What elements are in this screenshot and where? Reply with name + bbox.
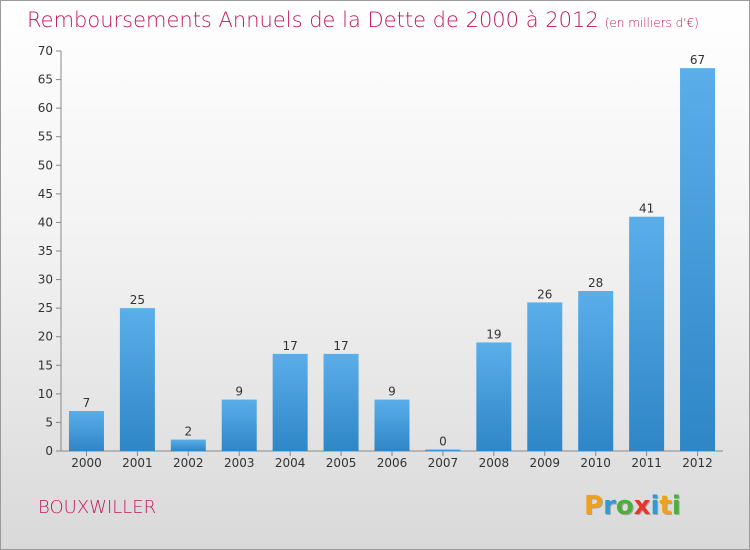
bar xyxy=(119,308,155,451)
data-label: 25 xyxy=(130,293,145,307)
bar xyxy=(629,216,665,451)
bar xyxy=(527,302,563,451)
bar xyxy=(680,68,716,452)
data-label: 67 xyxy=(690,53,705,67)
y-tick-label: 35 xyxy=(38,244,53,258)
x-tick-label: 2001 xyxy=(122,456,153,470)
x-tick-label: 2011 xyxy=(631,456,662,470)
data-label: 9 xyxy=(235,385,243,399)
x-tick-label: 2004 xyxy=(275,456,306,470)
bar xyxy=(578,291,614,451)
bar xyxy=(170,439,206,451)
x-tick-label: 2010 xyxy=(580,456,611,470)
logo-letter: o xyxy=(615,491,634,521)
data-label: 26 xyxy=(537,287,552,301)
data-label: 28 xyxy=(588,276,603,290)
y-tick-label: 55 xyxy=(38,130,53,144)
y-tick-label: 40 xyxy=(38,215,53,229)
x-tick-label: 2008 xyxy=(479,456,510,470)
brand-logo: Proxiti xyxy=(584,491,681,521)
y-tick-label: 45 xyxy=(38,187,53,201)
x-tick-label: 2000 xyxy=(71,456,102,470)
y-tick-label: 5 xyxy=(45,415,53,429)
data-label: 7 xyxy=(83,396,91,410)
data-label: 9 xyxy=(388,385,396,399)
x-tick-label: 2005 xyxy=(326,456,357,470)
x-tick-label: 2003 xyxy=(224,456,255,470)
logo-letter: P xyxy=(584,491,604,521)
x-tick-label: 2007 xyxy=(428,456,459,470)
bar xyxy=(476,342,512,451)
data-label: 17 xyxy=(283,339,298,353)
x-tick-label: 2002 xyxy=(173,456,204,470)
x-tick-label: 2012 xyxy=(682,456,713,470)
bars: 7 25 2 9 17 17 9 0 19 26 28 41 67 xyxy=(68,53,716,452)
bar xyxy=(425,449,461,451)
logo-letter: i xyxy=(671,491,681,521)
y-tick-label: 65 xyxy=(38,73,53,87)
bar xyxy=(272,353,308,451)
bar xyxy=(221,399,257,451)
y-tick-label: 50 xyxy=(38,158,53,172)
data-label: 19 xyxy=(486,327,501,341)
data-label: 17 xyxy=(333,339,348,353)
bar xyxy=(374,399,410,451)
y-tick-label: 20 xyxy=(38,330,53,344)
x-tick-label: 2009 xyxy=(529,456,560,470)
data-label: 0 xyxy=(439,435,447,449)
chart-subtitle: (en milliers d'€) xyxy=(604,16,699,30)
logo-letter: t xyxy=(659,491,672,521)
y-tick-label: 10 xyxy=(38,387,53,401)
bar xyxy=(323,353,359,451)
chart-title: Remboursements Annuels de la Dette de 20… xyxy=(27,8,699,32)
logo-letter: x xyxy=(633,491,651,521)
logo-letter: i xyxy=(650,491,660,521)
y-tick-label: 30 xyxy=(38,273,53,287)
x-tick-label: 2006 xyxy=(377,456,408,470)
y-tick-label: 15 xyxy=(38,358,53,372)
data-label: 2 xyxy=(184,425,192,439)
y-tick-label: 25 xyxy=(38,301,53,315)
logo-letter: r xyxy=(603,491,616,521)
y-tick-label: 70 xyxy=(38,44,53,58)
y-tick-label: 60 xyxy=(38,101,53,115)
bar xyxy=(68,411,104,451)
data-label: 41 xyxy=(639,202,654,216)
chart-title-text: Remboursements Annuels de la Dette de 20… xyxy=(27,8,599,32)
y-tick-label: 0 xyxy=(45,444,53,458)
city-name: BOUXWILLER xyxy=(38,497,157,518)
